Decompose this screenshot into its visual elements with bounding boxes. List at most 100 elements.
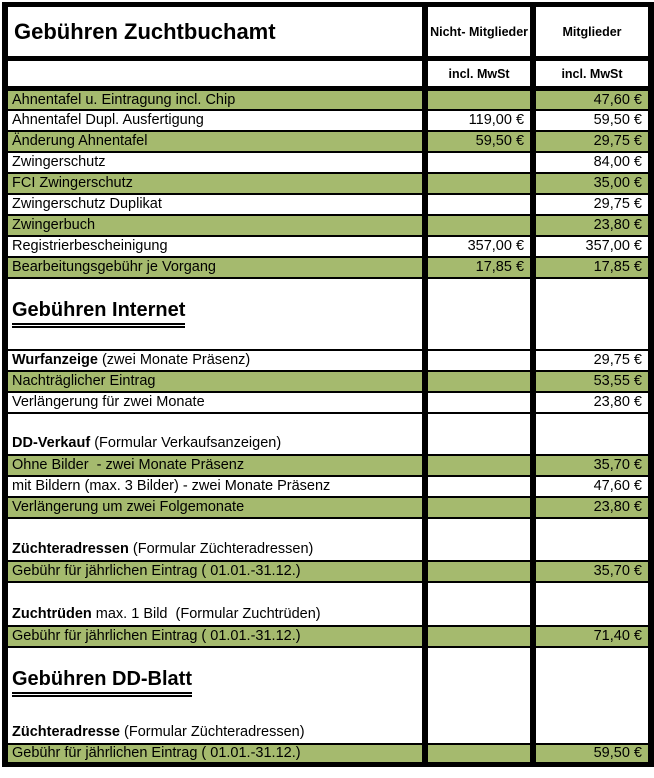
fee-row: Gebühr für jährlichen Eintrag ( 01.01.-3… <box>1 624 654 648</box>
fee-row: Ahnentafel u. Eintragung incl. Chip 47,6… <box>1 87 654 111</box>
fee-row: Gebühr für jährlichen Eintrag ( 01.01.-3… <box>1 559 654 583</box>
fee-value-non-members <box>422 742 537 766</box>
fee-value-non-members <box>422 87 537 111</box>
fee-row: Zwingerschutz Duplikat 29,75 € <box>1 192 654 216</box>
fee-value-members: 29,75 € <box>530 348 654 372</box>
fee-row: Zwingerschutz 84,00 € <box>1 150 654 174</box>
subheading-dd-verkauf: DD-Verkauf <box>12 434 91 451</box>
fee-value-members: 59,50 € <box>530 742 654 766</box>
fee-value-members: 23,80 € <box>530 213 654 237</box>
vat-note-members: incl. MwSt <box>530 56 654 91</box>
fee-value-non-members <box>422 213 537 237</box>
fee-value-non-members <box>422 453 537 477</box>
fee-label: Verlängerung für zwei Monate <box>1 390 429 414</box>
subheading-zuechteradressen: Züchteradressen <box>12 540 129 557</box>
fee-value-non-members: 59,50 € <box>422 129 537 153</box>
fee-value-non-members: 17,85 € <box>422 255 537 279</box>
empty-cell <box>530 581 654 626</box>
fee-value-non-members <box>422 348 537 372</box>
fee-label-bold: Wurfanzeige <box>12 352 98 368</box>
fee-label: Registrierbescheinigung <box>1 234 429 258</box>
col-header-members: Mitglieder <box>530 2 654 61</box>
fee-value-members: 29,75 € <box>530 129 654 153</box>
fee-label: (zwei Monate Präsenz) <box>97 352 251 368</box>
subheading-zuechteradresse: Züchteradresse <box>12 723 120 740</box>
fee-row: Verlängerung für zwei Monate 23,80 € <box>1 390 654 414</box>
empty-cell <box>530 412 654 455</box>
fee-value-members: 23,80 € <box>530 390 654 414</box>
fee-label: Änderung Ahnentafel <box>1 129 429 153</box>
section-heading-internet: Gebühren Internet <box>12 299 186 328</box>
fee-value-members: 23,80 € <box>530 495 654 519</box>
fee-label: Nachträglicher Eintrag <box>1 369 429 393</box>
fee-value-non-members <box>422 559 537 583</box>
fee-value-members: 17,85 € <box>530 255 654 279</box>
fee-value-non-members <box>422 192 537 216</box>
fee-row: Wurfanzeige (zwei Monate Präsenz) 29,75 … <box>1 348 654 372</box>
empty-cell <box>530 646 654 717</box>
fee-value-members: 47,60 € <box>530 87 654 111</box>
empty-cell <box>422 646 537 717</box>
empty-cell <box>422 517 537 561</box>
subheading-note: (Formular Züchteradressen) <box>128 540 314 557</box>
fee-value-members: 59,50 € <box>530 108 654 132</box>
fee-label: Ahnentafel u. Eintragung incl. Chip <box>1 87 429 111</box>
fee-label: Gebühr für jährlichen Eintrag ( 01.01.-3… <box>1 742 429 766</box>
subheading-row: DD-Verkauf (Formular Verkaufsanzeigen) <box>1 412 654 455</box>
fee-row: Änderung Ahnentafel 59,50 € 29,75 € <box>1 129 654 153</box>
fee-row: mit Bildern (max. 3 Bilder) - zwei Monat… <box>1 474 654 498</box>
fee-label: Ahnentafel Dupl. Ausfertigung <box>1 108 429 132</box>
empty-cell <box>530 517 654 561</box>
subheading-row: Züchteradressen (Formular Züchteradresse… <box>1 517 654 561</box>
fee-value-members: 357,00 € <box>530 234 654 258</box>
fee-value-members: 84,00 € <box>530 150 654 174</box>
fee-value-members: 47,60 € <box>530 474 654 498</box>
fee-value-non-members <box>422 150 537 174</box>
fee-value-non-members <box>422 495 537 519</box>
fee-label: Bearbeitungsgebühr je Vorgang <box>1 255 429 279</box>
fee-row: Verlängerung um zwei Folgemonate 23,80 € <box>1 495 654 519</box>
fee-value-non-members: 357,00 € <box>422 234 537 258</box>
fee-label: Ohne Bilder - zwei Monate Präsenz <box>1 453 429 477</box>
fee-row: Ohne Bilder - zwei Monate Präsenz 35,70 … <box>1 453 654 477</box>
subheading-note: (Formular Verkaufsanzeigen) <box>90 434 282 451</box>
section-row: Gebühren Internet <box>1 277 654 350</box>
fee-row: FCI Zwingerschutz 35,00 € <box>1 171 654 195</box>
fee-label: Zwingerschutz <box>1 150 429 174</box>
vat-note-non-members: incl. MwSt <box>422 56 537 91</box>
empty-cell <box>530 716 654 744</box>
subheading-zuchtrueden: Zuchtrüden <box>12 605 92 622</box>
fee-label: Zwingerschutz Duplikat <box>1 192 429 216</box>
fee-value-non-members <box>422 171 537 195</box>
fee-row: Gebühr für jährlichen Eintrag ( 01.01.-3… <box>1 742 654 766</box>
vat-header-row: incl. MwSt incl. MwSt <box>1 56 654 91</box>
fee-value-members: 35,70 € <box>530 559 654 583</box>
fee-row: Zwingerbuch 23,80 € <box>1 213 654 237</box>
fee-row: Ahnentafel Dupl. Ausfertigung 119,00 € 5… <box>1 108 654 132</box>
fee-row: Nachträglicher Eintrag 53,55 € <box>1 369 654 393</box>
fee-value-non-members <box>422 624 537 648</box>
fee-row: Registrierbescheinigung 357,00 € 357,00 … <box>1 234 654 258</box>
subheading-note: max. 1 Bild (Formular Zuchtrüden) <box>91 605 321 622</box>
fee-value-non-members <box>422 474 537 498</box>
table-header-row: Gebühren Zuchtbuchamt Nicht- Mitglieder … <box>1 2 654 61</box>
fee-row: Bearbeitungsgebühr je Vorgang 17,85 € 17… <box>1 255 654 279</box>
subheading-note: (Formular Züchteradressen) <box>120 723 305 740</box>
subheading-row: Züchteradresse (Formular Züchteradressen… <box>1 716 654 744</box>
section-row: Gebühren DD-Blatt <box>1 646 654 717</box>
subheading-row: Zuchtrüden max. 1 Bild (Formular Zuchtrü… <box>1 581 654 626</box>
fee-label: FCI Zwingerschutz <box>1 171 429 195</box>
page-title: Gebühren Zuchtbuchamt <box>14 18 276 44</box>
empty-cell <box>1 56 429 91</box>
empty-cell <box>422 412 537 455</box>
fee-value-members: 35,70 € <box>530 453 654 477</box>
empty-cell <box>530 277 654 350</box>
empty-cell <box>422 716 537 744</box>
fee-value-non-members <box>422 369 537 393</box>
col-header-non-members: Nicht- Mitglieder <box>422 2 537 61</box>
section-heading-dd-blatt: Gebühren DD-Blatt <box>12 668 192 697</box>
fee-label: Zwingerbuch <box>1 213 429 237</box>
fee-value-members: 29,75 € <box>530 192 654 216</box>
fee-label: Gebühr für jährlichen Eintrag ( 01.01.-3… <box>1 559 429 583</box>
